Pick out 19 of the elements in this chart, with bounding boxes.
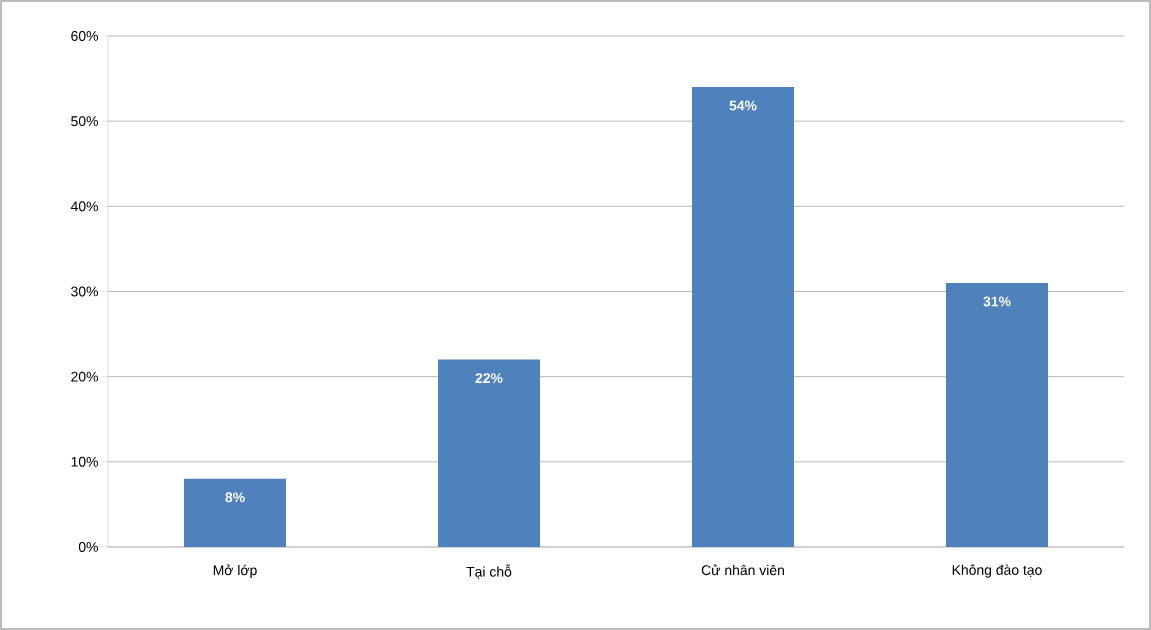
data-label: 31% (983, 296, 1011, 307)
data-label: 54% (729, 100, 757, 111)
bar (945, 282, 1048, 547)
y-tick-label: 50% (71, 116, 98, 127)
y-tick-label: 40% (70, 201, 98, 212)
bar (691, 87, 794, 547)
data-label: 8% (225, 492, 245, 503)
y-tick-label: 20% (71, 371, 98, 382)
y-tick-label: 0% (78, 542, 98, 552)
bar (184, 478, 286, 547)
x-tick-label: Tại chỗ (466, 564, 512, 579)
data-label: 22% (475, 373, 503, 383)
y-tick-label: 30% (71, 286, 98, 297)
x-tick-label: Cử nhân viên (701, 564, 784, 576)
y-tick-label: 10% (71, 456, 98, 467)
y-tick-label: 60% (71, 31, 98, 41)
x-tick-label: Mở lớp (213, 564, 257, 578)
x-tick-label: Không đào tạo (952, 564, 1042, 578)
bar (438, 359, 540, 547)
